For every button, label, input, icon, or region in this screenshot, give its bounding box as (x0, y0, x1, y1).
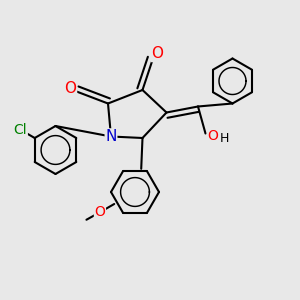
Text: O: O (94, 205, 105, 219)
Text: N: N (105, 129, 117, 144)
Text: H: H (219, 132, 229, 146)
Text: O: O (208, 130, 218, 143)
Text: Cl: Cl (14, 123, 27, 137)
Text: O: O (152, 46, 164, 62)
Text: O: O (64, 81, 76, 96)
